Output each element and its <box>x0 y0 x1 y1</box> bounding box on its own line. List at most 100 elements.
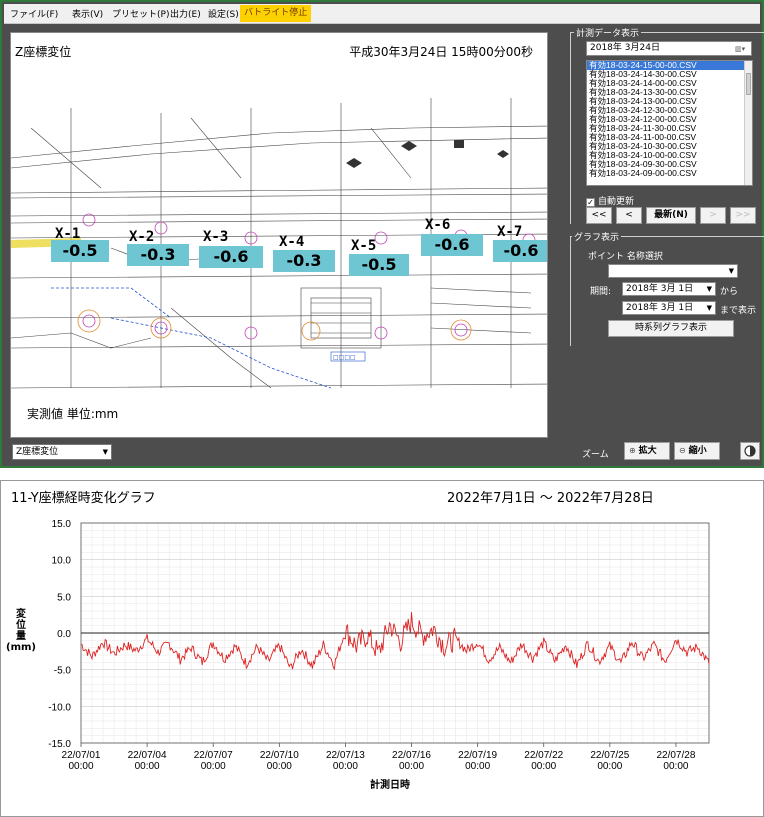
to-date-select[interactable]: 2018年 3月 1日 ▼ <box>622 301 716 315</box>
file-list-item[interactable]: 有効18-03-24-15-00-00.CSV <box>587 61 752 70</box>
x-tick-time: 00:00 <box>267 761 292 772</box>
chevron-down-icon: ▼ <box>728 267 734 275</box>
menu-preset[interactable]: プリセット(P) <box>112 10 170 20</box>
file-list-item[interactable]: 有効18-03-24-14-00-00.CSV <box>589 78 697 88</box>
file-list-item[interactable]: 有効18-03-24-13-30-00.CSV <box>589 87 697 97</box>
canvas-datetime: 平成30年3月24日 15時00分00秒 <box>349 45 533 59</box>
file-list-item[interactable]: 有効18-03-24-09-00-00.CSV <box>589 168 697 178</box>
auto-update-checkbox[interactable]: ✓ 自動更新 <box>586 194 634 207</box>
x-tick-time: 00:00 <box>135 761 160 772</box>
file-list-item[interactable]: 有効18-03-24-11-00-00.CSV <box>589 132 697 142</box>
x-tick-date: 22/07/04 <box>128 750 167 761</box>
file-list-item[interactable]: 有効18-03-24-09-30-00.CSV <box>589 159 697 169</box>
x-tick-time: 00:00 <box>465 761 490 772</box>
zoom-label: ズーム <box>582 450 609 460</box>
point-label: X-2 <box>129 229 155 245</box>
right-panel: 計測データ表示 2018年 3月24日 ▥▾ 有効18-03-24-15-00-… <box>570 24 764 444</box>
period-label: 期間: <box>590 287 612 297</box>
view-mode-select[interactable]: Z座標変位 ▼ <box>12 444 112 460</box>
plot-timeseries-button[interactable]: 時系列グラフ表示 <box>608 320 734 337</box>
backlight-stop-button[interactable]: バトライト停止 <box>240 5 312 22</box>
chart-title: 11-Y座標経時変化グラフ <box>11 491 156 506</box>
group-border-left <box>570 32 571 224</box>
x-tick-date: 22/07/22 <box>524 750 563 761</box>
point-value[interactable]: -0.6 <box>493 240 547 262</box>
x-tick-date: 22/07/19 <box>458 750 497 761</box>
point-select[interactable]: ▼ <box>608 264 738 278</box>
graph-group-title: グラフ表示 <box>572 230 622 243</box>
from-date-select[interactable]: 2018年 3月 1日 ▼ <box>622 282 716 296</box>
point-value[interactable]: -0.3 <box>273 250 335 272</box>
magnifier-plus-icon: ⊕ <box>629 446 636 455</box>
chart-date-range: 2022年7月1日 〜 2022年7月28日 <box>447 491 654 506</box>
point-label: X-7 <box>497 224 523 240</box>
point-label: X-5 <box>351 238 377 254</box>
last-button[interactable]: >> <box>730 207 756 224</box>
point-label: X-6 <box>425 217 451 233</box>
point-value[interactable]: -0.5 <box>51 240 109 262</box>
menu-settings[interactable]: 設定(S) <box>208 10 239 20</box>
y-axis-label: (mm) <box>6 642 36 653</box>
menu-file[interactable]: ファイル(F) <box>10 10 59 20</box>
x-tick-time: 00:00 <box>399 761 424 772</box>
contrast-icon <box>744 445 756 457</box>
x-tick-time: 00:00 <box>68 761 93 772</box>
file-list-item[interactable]: 有効18-03-24-10-00-00.CSV <box>589 150 697 160</box>
x-tick-date: 22/07/07 <box>194 750 233 761</box>
y-tick-label: -15.0 <box>48 739 71 750</box>
group-border <box>570 32 764 33</box>
file-list[interactable]: 有効18-03-24-15-00-00.CSV 有効18-03-24-14-30-… <box>586 60 753 186</box>
menu-view[interactable]: 表示(V) <box>72 10 104 20</box>
auto-update-label: 自動更新 <box>598 197 635 207</box>
point-label: X-1 <box>55 226 81 242</box>
point-value[interactable]: -0.3 <box>127 244 189 266</box>
x-tick-date: 22/07/13 <box>326 750 365 761</box>
checkbox-checked-icon[interactable]: ✓ <box>586 198 595 207</box>
next-button[interactable]: > <box>700 207 726 224</box>
chevron-down-icon: ▼ <box>706 304 712 312</box>
zoom-out-button[interactable]: ⊖ 縮小 <box>674 442 720 460</box>
y-tick-label: 0.0 <box>57 629 71 640</box>
drawing-canvas[interactable]: Z座標変位 平成30年3月24日 15時00分00秒 <box>10 32 548 438</box>
x-tick-time: 00:00 <box>201 761 226 772</box>
y-axis-label: 量 <box>16 629 26 642</box>
y-tick-label: -5.0 <box>54 666 72 677</box>
x-tick-time: 00:00 <box>663 761 688 772</box>
scrollbar-thumb[interactable] <box>746 73 751 95</box>
y-tick-label: 15.0 <box>52 519 72 530</box>
date-picker[interactable]: 2018年 3月24日 ▥▾ <box>586 41 752 56</box>
file-list-item[interactable]: 有効18-03-24-12-00-00.CSV <box>589 114 697 124</box>
y-tick-label: -10.0 <box>48 702 71 713</box>
theme-toggle-button[interactable] <box>740 442 760 460</box>
x-tick-date: 22/07/16 <box>392 750 431 761</box>
file-list-item[interactable]: 有効18-03-24-13-00-00.CSV <box>589 96 697 106</box>
canvas-title: Z座標変位 <box>15 45 72 59</box>
x-tick-time: 00:00 <box>597 761 622 772</box>
file-list-scrollbar[interactable] <box>744 61 752 185</box>
y-axis-label: 位 <box>16 618 26 631</box>
calendar-icon[interactable]: ▥▾ <box>735 45 746 53</box>
graph-group-border-left <box>570 236 571 346</box>
point-label: X-4 <box>279 234 305 250</box>
file-list-item[interactable]: 有効18-03-24-12-30-00.CSV <box>589 105 697 115</box>
file-list-item[interactable]: 有効18-03-24-14-30-00.CSV <box>589 69 697 79</box>
point-value[interactable]: -0.6 <box>421 234 483 256</box>
point-value[interactable]: -0.5 <box>349 254 409 276</box>
timeseries-chart[interactable]: 15.010.05.00.0-5.0-10.0-15.022/07/0100:0… <box>1 481 763 816</box>
prev-button[interactable]: < <box>616 207 642 224</box>
to-date-value: 2018年 3月 1日 <box>626 303 694 313</box>
file-list-item[interactable]: 有効18-03-24-11-30-00.CSV <box>589 123 697 133</box>
zoom-in-button[interactable]: ⊕ 拡大 <box>624 442 670 460</box>
latest-button[interactable]: 最新(N) <box>646 207 696 224</box>
date-value: 2018年 3月24日 <box>590 43 660 53</box>
from-suffix: から <box>720 287 739 297</box>
point-value[interactable]: -0.6 <box>199 246 263 268</box>
zoom-out-label: 縮小 <box>688 446 707 456</box>
first-button[interactable]: << <box>586 207 612 224</box>
view-mode-value: Z座標変位 <box>16 447 59 457</box>
menu-output[interactable]: 出力(E) <box>170 10 201 20</box>
chevron-down-icon: ▼ <box>102 448 108 456</box>
file-list-item[interactable]: 有効18-03-24-10-30-00.CSV <box>589 141 697 151</box>
series-line <box>80 612 710 671</box>
